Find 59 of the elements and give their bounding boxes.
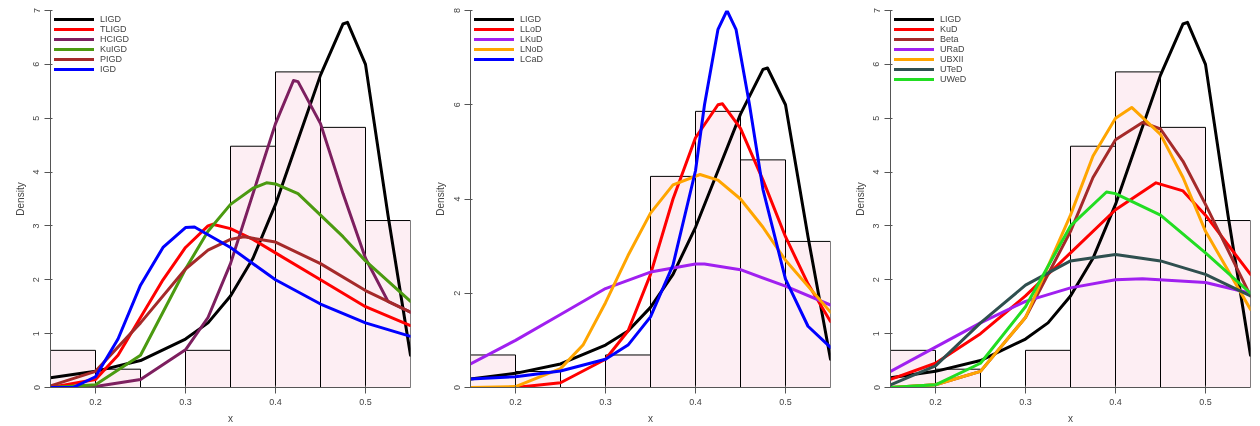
y-tick-label: 7 bbox=[31, 7, 42, 13]
y-tick-label: 3 bbox=[871, 223, 882, 229]
y-tick-label: 2 bbox=[871, 277, 882, 283]
legend-label: PIGD bbox=[100, 54, 123, 64]
line-series bbox=[470, 262, 831, 366]
y-tick-label: 7 bbox=[871, 7, 882, 13]
x-axis-title: x bbox=[228, 412, 233, 424]
legend-label: Beta bbox=[940, 34, 960, 44]
y-tick-label: 6 bbox=[871, 61, 882, 67]
y-axis-title: Density bbox=[434, 182, 446, 216]
x-tick-label: 0.3 bbox=[179, 396, 192, 407]
y-tick-label: 0 bbox=[31, 384, 42, 390]
legend-label: LIGD bbox=[940, 14, 962, 24]
y-tick-label: 8 bbox=[451, 7, 462, 13]
legend-label: UTeD bbox=[940, 64, 963, 74]
y-tick-label: 0 bbox=[451, 384, 462, 390]
legend-label: IGD bbox=[100, 64, 117, 74]
y-tick-label: 5 bbox=[871, 115, 882, 121]
y-tick-label: 6 bbox=[451, 102, 462, 108]
x-tick-label: 0.5 bbox=[779, 396, 792, 407]
legend-label: HCIGD bbox=[100, 34, 129, 44]
legend-label: LNoD bbox=[520, 44, 544, 54]
legend-label: URaD bbox=[940, 44, 965, 54]
legend-label: LKuD bbox=[520, 34, 543, 44]
legend-label: LIGD bbox=[520, 14, 542, 24]
legend-label: LIGD bbox=[100, 14, 122, 24]
x-axis-title: x bbox=[1068, 412, 1073, 424]
legend-label: LCaD bbox=[520, 54, 544, 64]
x-tick-label: 0.4 bbox=[689, 396, 702, 407]
y-tick-label: 2 bbox=[31, 277, 42, 283]
y-tick-label: 1 bbox=[31, 331, 42, 337]
y-tick-label: 2 bbox=[451, 290, 462, 296]
y-tick-label: 6 bbox=[31, 61, 42, 67]
y-tick-label: 0 bbox=[871, 384, 882, 390]
y-tick-label: 4 bbox=[871, 169, 882, 175]
line-series bbox=[470, 10, 831, 381]
x-tick-label: 0.2 bbox=[509, 396, 522, 407]
y-axis-title: Density bbox=[14, 182, 26, 216]
x-tick-label: 0.3 bbox=[1019, 396, 1032, 407]
legend-label: KuD bbox=[940, 24, 959, 34]
y-tick-label: 5 bbox=[31, 115, 42, 121]
x-tick-label: 0.4 bbox=[269, 396, 282, 407]
y-tick-label: 1 bbox=[871, 331, 882, 337]
x-tick-label: 0.2 bbox=[929, 396, 942, 407]
x-tick-label: 0.5 bbox=[359, 396, 372, 407]
legend-label: KuIGD bbox=[100, 44, 128, 54]
legend-label: TLIGD bbox=[100, 24, 127, 34]
x-tick-label: 0.3 bbox=[599, 396, 612, 407]
y-axis-title: Density bbox=[854, 182, 866, 216]
y-tick-label: 4 bbox=[31, 169, 42, 175]
x-tick-label: 0.4 bbox=[1109, 396, 1122, 407]
x-tick-label: 0.5 bbox=[1199, 396, 1212, 407]
y-tick-label: 3 bbox=[31, 223, 42, 229]
x-tick-label: 0.2 bbox=[89, 396, 102, 407]
y-tick-label: 4 bbox=[451, 196, 462, 202]
legend-label: UWeD bbox=[940, 74, 967, 84]
x-axis-title: x bbox=[648, 412, 653, 424]
legend-label: UBXII bbox=[940, 54, 964, 64]
legend-label: LLoD bbox=[520, 24, 542, 34]
